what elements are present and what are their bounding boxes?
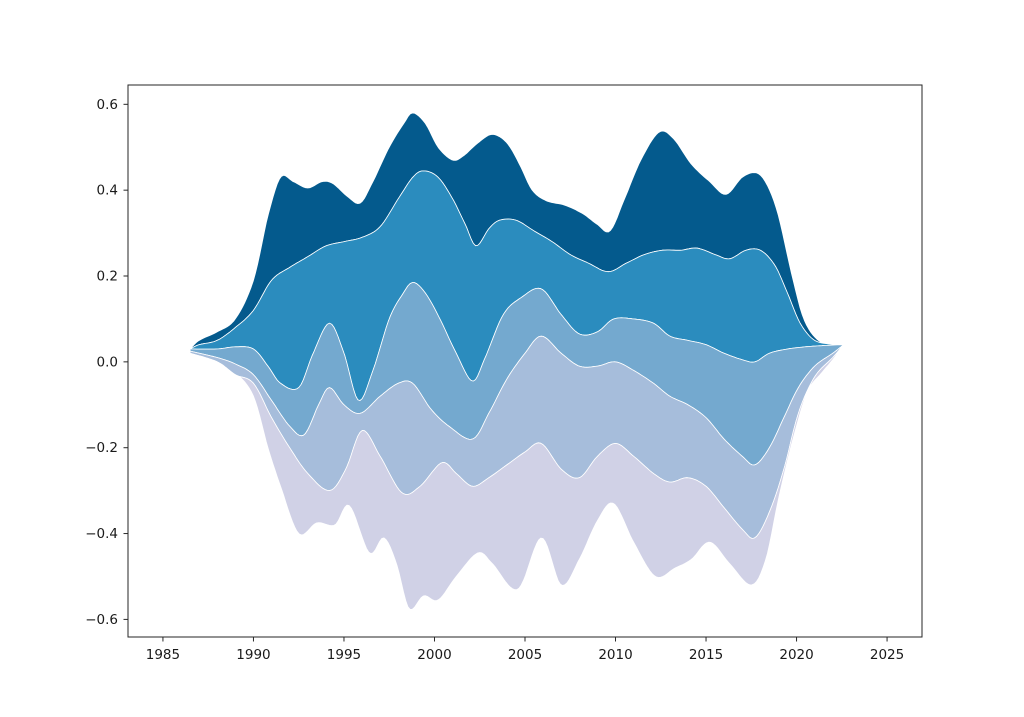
x-tick-label: 2005 xyxy=(508,647,542,663)
y-tick-label: 0.6 xyxy=(97,97,118,113)
y-tick-label: 0.0 xyxy=(97,354,118,370)
x-tick-label: 2010 xyxy=(598,647,632,663)
y-tick-label: 0.4 xyxy=(97,183,118,199)
y-tick-label: −0.6 xyxy=(85,612,118,628)
y-tick-label: −0.2 xyxy=(85,440,118,456)
x-tick-label: 1995 xyxy=(327,647,361,663)
x-tick-label: 1990 xyxy=(236,647,270,663)
x-tick-label: 2025 xyxy=(870,647,904,663)
x-tick-label: 2015 xyxy=(689,647,723,663)
x-tick-label: 1985 xyxy=(146,647,180,663)
axes: 1985 1990 1995 2000 2005 2010 2015 2020 2025 0.6 0… xyxy=(85,84,923,663)
y-tick-label: 0.2 xyxy=(97,269,118,285)
x-tick-label: 2020 xyxy=(779,647,813,663)
stream-band-layer-5 xyxy=(189,344,844,610)
stream-bands xyxy=(189,112,844,610)
y-tick-label: −0.4 xyxy=(85,526,118,542)
x-tick-label: 2000 xyxy=(417,647,451,663)
